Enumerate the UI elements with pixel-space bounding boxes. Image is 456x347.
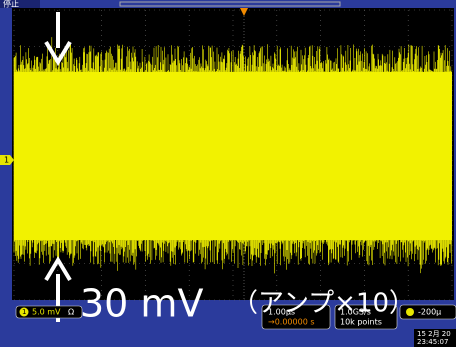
oscilloscope-screen: 停止 1 1 5.0 mV Ω 1.00μs →0.00000 s 1.0GS/… <box>0 0 456 347</box>
record-length: 10k points <box>340 318 382 327</box>
time: 23:45:07 <box>417 338 448 346</box>
waveform <box>14 37 452 273</box>
channel-marker: 1 <box>4 156 9 165</box>
horizontal-position: →0.00000 s <box>268 318 315 327</box>
status: 停止 <box>3 0 19 9</box>
channel-scale: 5.0 mV <box>32 308 61 317</box>
page: 停止 1 1 5.0 mV Ω 1.00μs →0.00000 s 1.0GS/… <box>0 0 456 347</box>
channel-coupling: Ω <box>68 308 74 317</box>
date: 15 2月 20 <box>417 330 451 338</box>
trigger-level: -200μ <box>418 308 441 317</box>
amplifier-note: （アンプ×10） <box>232 289 415 319</box>
amplitude-annotation: 30 mV <box>80 282 203 326</box>
channel-number: 1 <box>22 308 26 316</box>
